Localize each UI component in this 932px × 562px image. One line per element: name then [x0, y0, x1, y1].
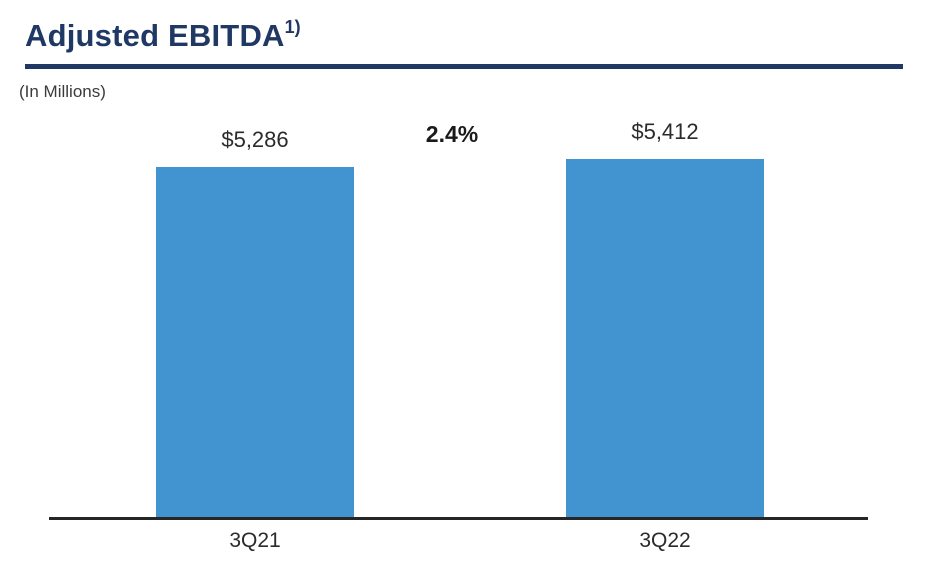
x-axis-line — [49, 517, 868, 520]
bar-value-label-3q21: $5,286 — [221, 127, 289, 152]
x-axis-tick-label-3q21: 3Q21 — [229, 529, 281, 552]
x-axis-tick-label-3q22: 3Q22 — [639, 529, 691, 552]
chart-units-label: (In Millions) — [19, 82, 106, 101]
title-underline — [25, 64, 903, 69]
footnote-marker: 1) — [284, 17, 301, 37]
page-title: Adjusted EBITDA1) — [25, 17, 301, 54]
bar-3q22 — [566, 159, 764, 518]
bar-value-label-3q22: $5,412 — [631, 119, 699, 144]
bar-3q21 — [156, 167, 354, 518]
change-percent-label: 2.4% — [425, 121, 479, 147]
page-title-text: Adjusted EBITDA — [25, 18, 285, 53]
